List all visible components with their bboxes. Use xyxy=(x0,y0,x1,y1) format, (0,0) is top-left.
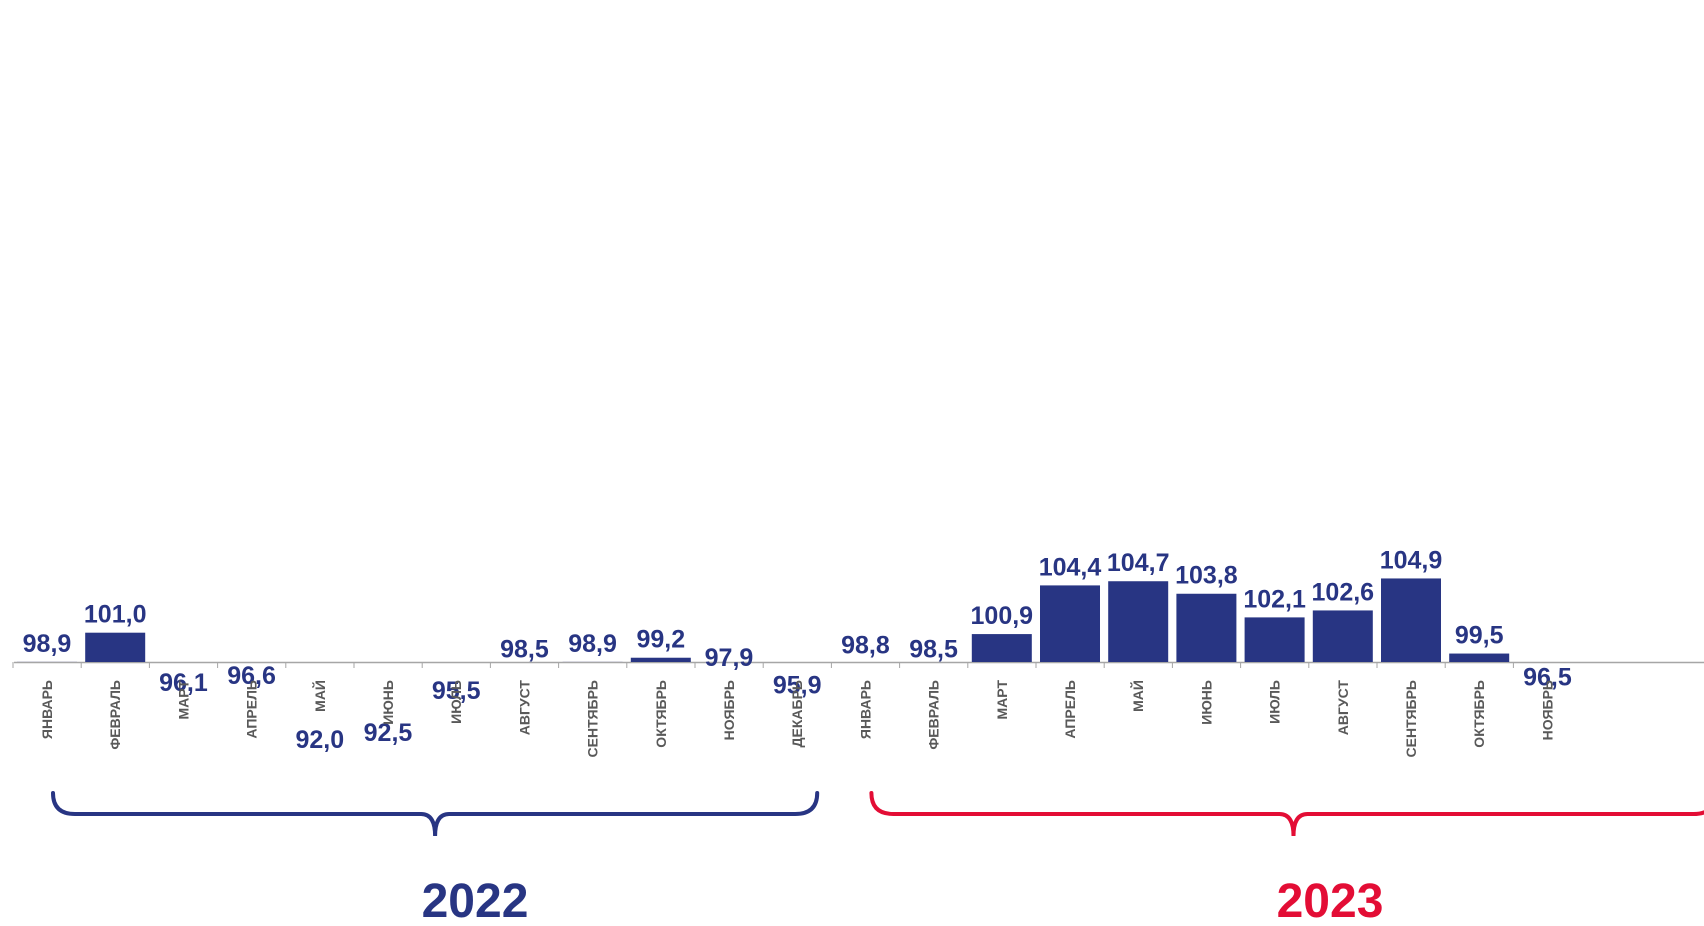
category-label-17: ИЮНЬ xyxy=(1198,680,1214,725)
bar-20 xyxy=(1381,578,1441,662)
value-label-2: 96,1 xyxy=(159,669,208,697)
bar-16 xyxy=(1108,581,1169,662)
category-label-3: АПРЕЛЬ xyxy=(244,680,260,739)
value-label-11: 95,9 xyxy=(773,672,822,700)
category-label-11: ДЕКАБРЬ xyxy=(789,680,805,747)
category-label-16: МАЙ xyxy=(1129,680,1146,712)
category-label-8: СЕНТЯБРЬ xyxy=(585,680,601,757)
value-label-5: 92,5 xyxy=(364,719,413,747)
value-label-10: 97,9 xyxy=(705,644,754,672)
category-label-21: ОКТЯБРЬ xyxy=(1471,680,1487,748)
bar-14 xyxy=(971,634,1032,662)
category-label-7: АВГУСТ xyxy=(516,680,532,736)
group-brace-2022 xyxy=(51,791,820,837)
value-label-21: 99,5 xyxy=(1455,622,1504,650)
category-label-1: ФЕВРАЛЬ xyxy=(107,680,123,750)
group-brace-2023 xyxy=(869,791,1704,837)
category-label-20: СЕНТЯБРЬ xyxy=(1403,680,1419,757)
value-label-8: 98,9 xyxy=(568,630,617,658)
value-label-22: 96,5 xyxy=(1523,663,1572,691)
group-label-2022: 2022 xyxy=(422,875,529,926)
value-label-9: 99,2 xyxy=(636,626,685,654)
category-label-19: АВГУСТ xyxy=(1335,680,1351,736)
value-label-20: 104,9 xyxy=(1380,546,1443,574)
value-label-0: 98,9 xyxy=(23,630,72,658)
category-label-14: МАРТ xyxy=(994,680,1010,720)
value-label-4: 92,0 xyxy=(295,726,344,754)
value-label-3: 96,6 xyxy=(227,662,276,690)
category-label-13: ФЕВРАЛЬ xyxy=(926,680,942,750)
value-label-17: 103,8 xyxy=(1175,562,1238,590)
value-label-7: 98,5 xyxy=(500,635,549,663)
value-label-14: 100,9 xyxy=(971,602,1034,630)
category-label-5: ИЮНЬ xyxy=(380,680,396,725)
value-label-1: 101,0 xyxy=(84,601,147,629)
value-label-12: 98,8 xyxy=(841,631,890,659)
category-label-6: ИЮЛЬ xyxy=(448,680,464,724)
category-label-4: МАЙ xyxy=(311,680,328,712)
value-label-18: 102,1 xyxy=(1243,585,1306,613)
value-label-15: 104,4 xyxy=(1039,553,1102,581)
value-label-16: 104,7 xyxy=(1107,549,1170,577)
category-label-10: НОЯБРЬ xyxy=(721,680,737,740)
bar-9 xyxy=(630,657,691,662)
bar-17 xyxy=(1176,593,1237,662)
category-label-12: ЯНВАРЬ xyxy=(857,680,873,739)
category-label-0: ЯНВАРЬ xyxy=(39,680,55,739)
value-label-13: 98,5 xyxy=(909,635,958,663)
category-label-18: ИЮЛЬ xyxy=(1267,680,1283,724)
bar-18 xyxy=(1244,617,1305,662)
group-label-2023: 2023 xyxy=(1277,875,1384,926)
value-label-19: 102,6 xyxy=(1312,578,1375,606)
bar-19 xyxy=(1312,610,1373,662)
bar-15 xyxy=(1040,585,1100,662)
category-label-9: ОКТЯБРЬ xyxy=(653,680,669,748)
value-label-6: 95,5 xyxy=(432,677,481,705)
bar-21 xyxy=(1449,653,1510,662)
category-label-15: АПРЕЛЬ xyxy=(1062,680,1078,739)
category-label-22: НОЯБРЬ xyxy=(1539,680,1555,740)
bar-1 xyxy=(85,632,146,662)
category-label-2: МАРТ xyxy=(175,680,191,720)
